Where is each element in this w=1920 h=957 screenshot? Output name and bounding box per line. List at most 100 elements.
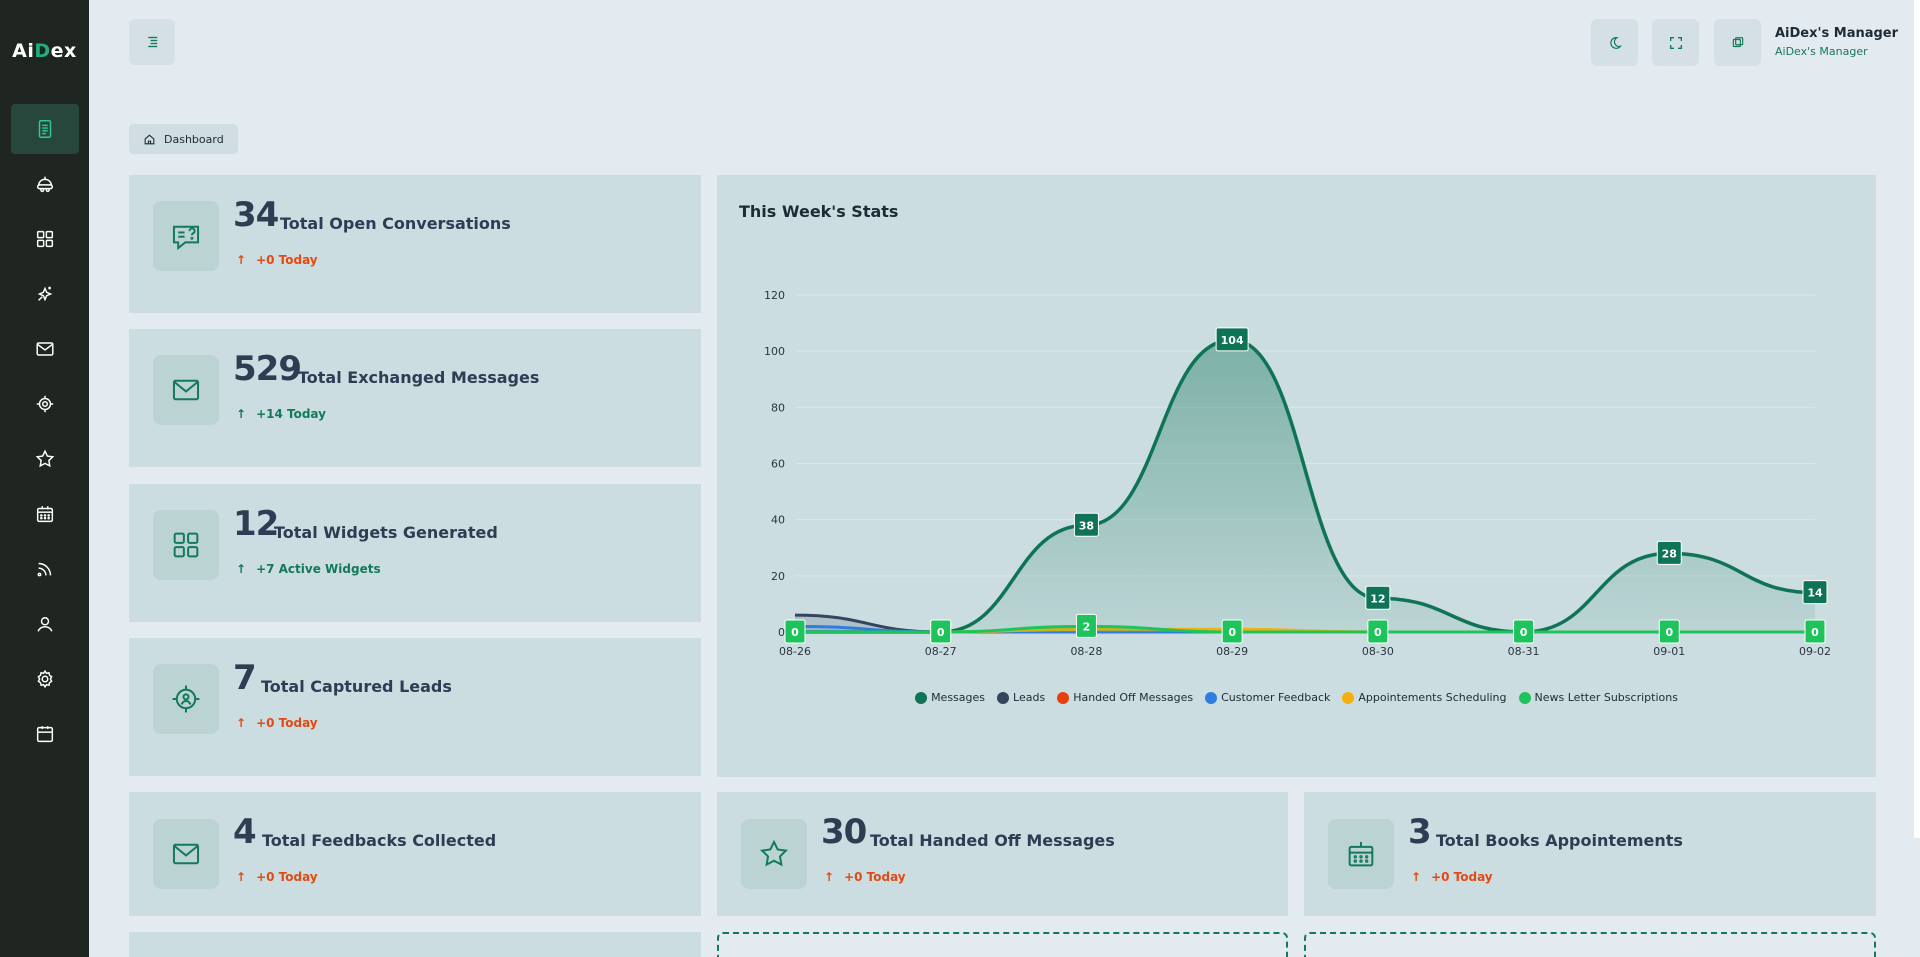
star-icon (759, 839, 789, 867)
data-label-box-news-letter-subscriptions (1075, 613, 1097, 638)
user-name: AiDex's Manager (1775, 26, 1899, 41)
stat-card-books-appointements: 3 Total Books Appointements ↑ +0 Today (1304, 792, 1876, 916)
data-label-box-news-letter-subscriptions (784, 619, 806, 644)
data-label-box-news-letter-subscriptions (1658, 619, 1680, 644)
x-tick-label: 09-02 (1799, 645, 1831, 658)
app-logo[interactable]: AiDex (12, 40, 77, 62)
stat-value: 34 (233, 195, 279, 235)
x-tick-label: 08-31 (1508, 645, 1540, 658)
legend-label: Leads (1013, 691, 1046, 704)
data-label-box-news-letter-subscriptions (1221, 619, 1243, 644)
legend-marker (1342, 691, 1355, 704)
x-tick-label: 08-29 (1216, 645, 1248, 658)
stat-icon-box (741, 819, 807, 889)
stat-icon-box (153, 355, 219, 425)
sidebar-item-bots[interactable] (11, 159, 79, 209)
stat-icon-box (153, 201, 219, 271)
stat-label: Total Widgets Generated (274, 523, 498, 542)
stat-card-open-conversations: 34 Total Open Conversations ↑ +0 Today (129, 175, 701, 313)
data-label-news-letter-subscriptions: 0 (1811, 626, 1819, 639)
sidebar-item-messages[interactable] (11, 324, 79, 374)
stat-delta: ↑ +14 Today (236, 407, 326, 421)
legend-item-handed-off-messages[interactable]: Handed Off Messages (1057, 691, 1193, 704)
sidebar-item-dashboard[interactable] (10, 104, 79, 154)
y-tick-label: 40 (771, 514, 785, 527)
stat-value: 12 (233, 504, 279, 544)
weekly-stats-chart-card: This Week's Stats 0 20 40 60 80 100 120 08-26 08… (717, 175, 1876, 777)
arrow-up-icon: ↑ (824, 870, 835, 884)
stat-card-captured-leads: 7 Total Captured Leads ↑ +0 Today (129, 638, 701, 776)
fullscreen-icon (1669, 36, 1682, 49)
data-label-box-messages (1656, 540, 1682, 565)
data-label-news-letter-subscriptions: 0 (937, 626, 945, 639)
fullscreen-button[interactable] (1652, 19, 1699, 66)
sidebar-item-settings[interactable] (11, 654, 79, 704)
sidebar-item-ai[interactable] (11, 269, 79, 319)
legend-item-messages[interactable]: Messages (915, 691, 985, 704)
menu-toggle-button[interactable] (129, 19, 175, 65)
y-tick-label: 120 (764, 289, 785, 302)
legend-item-leads[interactable]: Leads (997, 691, 1045, 704)
arrow-up-icon: ↑ (236, 407, 247, 421)
data-label-messages: 38 (1079, 519, 1094, 532)
avatar[interactable] (1714, 19, 1761, 66)
page-scrollbar[interactable] (1914, 0, 1920, 838)
legend-marker (1205, 691, 1218, 704)
chart-legend: Messages Leads Handed Off Messages Customer… (717, 691, 1876, 704)
breadcrumb[interactable]: Dashboard (129, 124, 238, 154)
moon-icon (1609, 36, 1622, 49)
sidebar-item-widgets[interactable] (11, 214, 79, 264)
legend-marker (997, 691, 1010, 704)
data-label-news-letter-subscriptions: 0 (1228, 626, 1236, 639)
sidebar-item-profile[interactable] (11, 599, 79, 649)
arrow-up-icon: ↑ (236, 716, 247, 730)
legend-item-appointements-scheduling[interactable]: Appointements Scheduling (1342, 691, 1507, 704)
stat-delta: ↑ +0 Today (236, 253, 318, 267)
sidebar-item-handed-off[interactable] (11, 434, 79, 484)
stat-label: Total Books Appointements (1436, 831, 1683, 850)
data-label-messages: 12 (1370, 592, 1385, 605)
stat-icon-box (153, 664, 219, 734)
y-tick-label: 80 (771, 401, 785, 414)
legend-item-news-letter-subscriptions[interactable]: News Letter Subscriptions (1518, 691, 1678, 704)
stat-card-handed-off-messages: 30 Total Handed Off Messages ↑ +0 Today (717, 792, 1288, 916)
rss-icon (37, 562, 51, 577)
stat-value: 3 (1408, 812, 1432, 852)
sidebar-item-leads[interactable] (11, 379, 79, 429)
sidebar-item-archive[interactable] (11, 709, 79, 759)
legend-label: Appointements Scheduling (1358, 691, 1507, 704)
legend-marker (915, 691, 928, 704)
stat-value: 30 (821, 812, 867, 852)
data-label-messages: 28 (1662, 547, 1677, 560)
mail-icon (172, 843, 200, 865)
dark-mode-button[interactable] (1591, 19, 1638, 66)
data-label-news-letter-subscriptions: 2 (1083, 620, 1091, 633)
sidebar: AiDex (0, 0, 89, 957)
stat-label: Total Open Conversations (280, 214, 511, 233)
sidebar-item-appointments[interactable] (11, 489, 79, 539)
sparkle-icon (37, 286, 52, 302)
sidebar-item-newsletter[interactable] (11, 544, 79, 594)
x-tick-label: 08-26 (779, 645, 811, 658)
stat-label: Total Handed Off Messages (870, 831, 1115, 850)
dashed-placeholder-card[interactable] (1304, 932, 1876, 957)
chart-title: This Week's Stats (739, 202, 899, 221)
arrow-up-icon: ↑ (236, 253, 247, 267)
data-label-box-messages (1073, 512, 1099, 537)
data-label-messages: 14 (1807, 587, 1823, 600)
arrow-up-icon: ↑ (1411, 870, 1422, 884)
stat-icon-box (153, 510, 219, 580)
x-tick-label: 08-28 (1070, 645, 1102, 658)
stat-icon-box (1328, 819, 1394, 889)
target-user-icon (172, 685, 200, 713)
sidebar-nav (0, 104, 89, 764)
user-role: AiDex's Manager (1775, 45, 1868, 58)
y-tick-label: 100 (764, 345, 785, 358)
chat-question-icon (172, 225, 200, 251)
mail-icon (172, 379, 200, 401)
dashed-placeholder-card[interactable] (717, 932, 1288, 957)
grid-icon (36, 230, 53, 248)
legend-item-customer-feedback[interactable]: Customer Feedback (1205, 691, 1330, 704)
stat-card-widgets-generated: 12 Total Widgets Generated ↑ +7 Active Wi… (129, 484, 701, 622)
series-line-messages (794, 338, 1816, 634)
